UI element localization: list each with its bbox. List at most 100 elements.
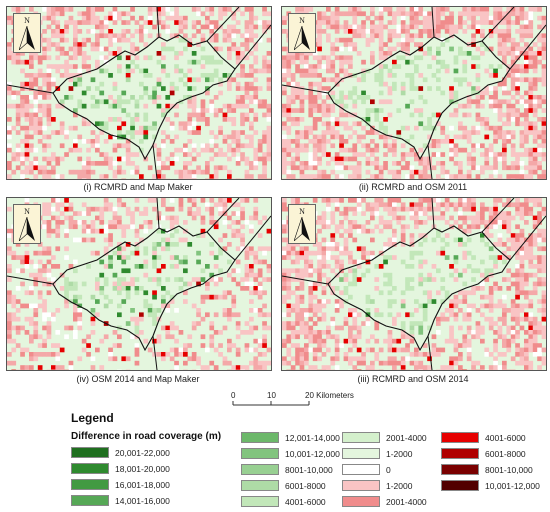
legend-item: 12,001-14,000 [241, 431, 340, 444]
legend-item: 18,001-20,000 [71, 462, 170, 475]
legend-label: 6001-8000 [485, 448, 526, 459]
boundary-line [431, 7, 435, 38]
boundary-line [481, 198, 515, 233]
legend-label: 4001-6000 [485, 432, 526, 443]
legend-swatch [342, 432, 380, 443]
boundary-line [234, 24, 271, 70]
legend-swatch [342, 480, 380, 491]
boundary-line [481, 7, 515, 42]
legend-label: 6001-8000 [285, 480, 326, 491]
boundary-line [206, 7, 240, 42]
caption-panel-1: (i) RCMRD and Map Maker [83, 182, 193, 192]
district-boundary [327, 34, 511, 161]
legend-swatch [71, 479, 109, 490]
scale-tick-10: 10 [267, 391, 276, 400]
north-arrow-icon: N [288, 13, 316, 53]
legend-label: 10,001-12,000 [485, 480, 540, 491]
map-panel-rcmrd-osm2011: N [281, 6, 547, 180]
legend-label: 12,001-14,000 [285, 432, 340, 443]
boundary-line [152, 335, 158, 370]
legend-label: 14,001-16,000 [115, 495, 170, 506]
legend-item: 8001-10,000 [241, 463, 333, 476]
legend-item: 4001-6000 [241, 495, 326, 508]
legend-swatch [342, 448, 380, 459]
legend-swatch [71, 447, 109, 458]
legend-item: 2001-4000 [342, 495, 427, 508]
difference-raster [7, 7, 271, 179]
map-panel-rcmrd-osm2014: N [281, 197, 547, 371]
legend-swatch [241, 432, 279, 443]
boundary-line [206, 198, 240, 233]
north-arrow-icon: N [13, 13, 41, 53]
legend-item: 8001-10,000 [441, 463, 533, 476]
legend-swatch [441, 432, 479, 443]
district-boundary [52, 34, 236, 161]
legend-item: 6001-8000 [441, 447, 526, 460]
boundary-line [156, 7, 160, 38]
legend-label: 1-2000 [386, 448, 413, 459]
legend-label: 1-2000 [386, 480, 413, 491]
legend-label: 18,001-20,000 [115, 463, 170, 474]
map-panel-osm2014-mapmaker: N [6, 197, 272, 371]
legend-swatch [71, 495, 109, 506]
legend-item: 14,001-16,000 [71, 494, 170, 507]
legend-item: 4001-6000 [441, 431, 526, 444]
difference-raster [282, 198, 546, 370]
scale-bar: 0 10 20 Kilometers [231, 391, 391, 413]
boundary-line [282, 84, 329, 94]
boundary-line [156, 198, 160, 229]
boundary-line [509, 24, 546, 70]
legend-swatch [441, 464, 479, 475]
boundary-line [234, 215, 271, 261]
legend-title: Legend [71, 411, 114, 425]
legend-swatch [71, 463, 109, 474]
boundary-line [7, 84, 54, 94]
caption-panel-2: (ii) RCMRD and OSM 2011 [358, 182, 468, 192]
legend-item: 10,001-12,000 [441, 479, 540, 492]
difference-raster [7, 198, 271, 370]
north-arrow-icon: N [13, 204, 41, 244]
legend-item: 0 [342, 463, 391, 476]
legend-item: 20,001-22,000 [71, 446, 170, 459]
boundary-line [152, 144, 158, 179]
legend-subtitle: Difference in road coverage (m) [71, 431, 222, 442]
legend-item: 10,001-12,000 [241, 447, 340, 460]
north-label: N [24, 16, 30, 25]
scale-tick-0: 0 [231, 391, 236, 400]
legend-label: 2001-4000 [386, 496, 427, 507]
legend-label: 16,001-18,000 [115, 479, 170, 490]
legend-swatch [441, 480, 479, 491]
legend-label: 4001-6000 [285, 496, 326, 507]
legend-item: 16,001-18,000 [71, 478, 170, 491]
scale-tick-20: 20 Kilometers [305, 391, 354, 400]
legend-label: 20,001-22,000 [115, 447, 170, 458]
boundary-line [7, 275, 54, 285]
boundary-line [427, 144, 433, 179]
caption-panel-3: (iv) OSM 2014 and Map Maker [76, 374, 200, 384]
district-boundary [52, 225, 236, 352]
boundary-line [427, 335, 433, 370]
legend-swatch [241, 496, 279, 507]
north-arrow-icon: N [288, 204, 316, 244]
district-boundary [327, 225, 511, 352]
legend-item: 6001-8000 [241, 479, 326, 492]
legend-label: 8001-10,000 [285, 464, 333, 475]
legend-swatch [441, 448, 479, 459]
legend-label: 0 [386, 464, 391, 475]
north-label: N [299, 16, 305, 25]
boundary-line [509, 215, 546, 261]
north-label: N [24, 207, 30, 216]
difference-raster [282, 7, 546, 179]
legend-item: 1-2000 [342, 479, 412, 492]
boundary-line [431, 198, 435, 229]
legend-swatch [342, 464, 380, 475]
legend-swatch [241, 480, 279, 491]
legend-item: 1-2000 [342, 447, 412, 460]
legend-swatch [241, 448, 279, 459]
legend-label: 8001-10,000 [485, 464, 533, 475]
map-panel-rcmrd-mapmaker: N [6, 6, 272, 180]
north-label: N [299, 207, 305, 216]
boundary-line [282, 275, 329, 285]
scale-bar-graphic [232, 401, 310, 406]
legend-swatch [342, 496, 380, 507]
